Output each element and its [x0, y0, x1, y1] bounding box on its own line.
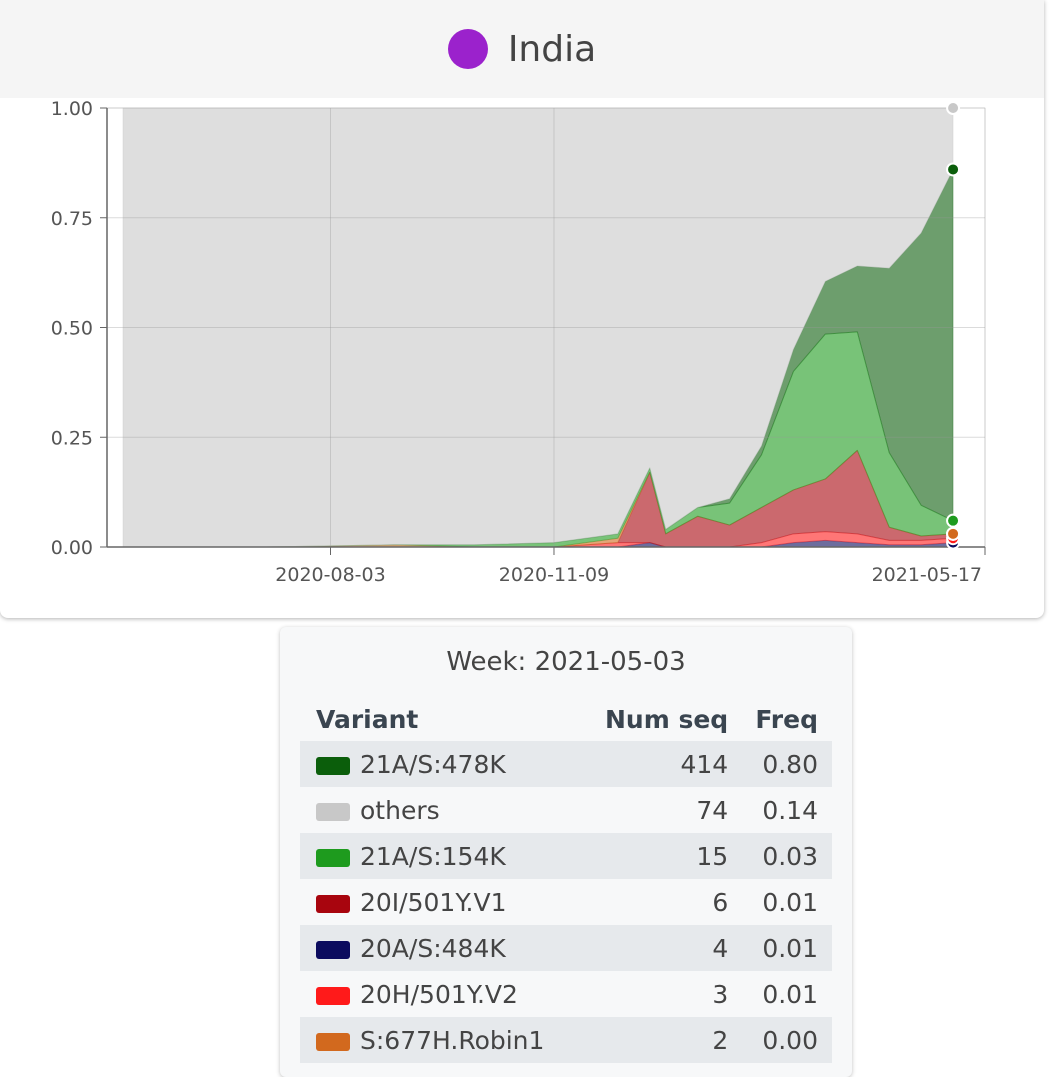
table-row: others 74 0.14	[300, 787, 832, 833]
variant-name: 21A/S:478K	[360, 749, 506, 779]
y-tick-label: 0.50	[51, 318, 93, 340]
tooltip-title: Week: 2021-05-03	[446, 647, 686, 677]
x-tick-label: 2020-11-09	[499, 564, 609, 586]
color-swatch	[316, 848, 350, 867]
hover-marker	[946, 526, 961, 541]
variant-cell: 20A/S:484K	[300, 925, 583, 971]
x-tick-label: 2021-05-17	[872, 564, 982, 586]
color-swatch	[316, 986, 350, 1005]
variant-name: S:677H.Robin1	[360, 1025, 545, 1055]
column-header: Variant	[316, 704, 419, 734]
variant-name: 20A/S:484K	[360, 933, 506, 963]
variant-cell: 20H/501Y.V2	[300, 971, 582, 1017]
country-dot	[447, 29, 488, 69]
freq-cell: 0.01	[762, 887, 818, 917]
variant-cell: 21A/S:478K	[300, 741, 583, 787]
table-row: 20I/501Y.V1 6 0.01	[300, 879, 832, 925]
y-tick-label: 0.25	[51, 427, 93, 449]
variant-cell: 21A/S:154K	[300, 833, 583, 879]
hover-marker	[946, 162, 961, 177]
num-seq-cell: 15	[582, 833, 743, 879]
card-header: India	[0, 0, 1044, 98]
hover-marker	[946, 101, 961, 115]
variant-name: 20I/501Y.V1	[360, 887, 507, 917]
color-swatch	[316, 894, 350, 913]
num-seq-cell: 4	[582, 925, 743, 971]
freq-cell: 0.00	[742, 1017, 832, 1063]
country-title: India	[507, 28, 597, 70]
column-header: Num seq	[605, 704, 729, 734]
variant-name: others	[360, 795, 440, 825]
variant-name: 20H/501Y.V2	[360, 979, 518, 1009]
num-seq-cell: 2	[582, 1017, 743, 1063]
tooltip: Week: 2021-05-03 Variant Num seq Freq 21…	[280, 627, 852, 1077]
color-swatch	[316, 1032, 350, 1051]
num-seq-cell: 74	[696, 795, 729, 825]
table-row: 21A/S:154K 15 0.03	[300, 833, 832, 879]
chart-card: India 0.00 0.25 0.50 0.75 1.00 2020-08-03 2020…	[0, 0, 1044, 586]
variant-cell: others	[300, 787, 582, 833]
variant-cell: S:677H.Robin1	[300, 1017, 583, 1063]
freq-cell: 0.14	[762, 795, 818, 825]
table-row: 20A/S:484K 4 0.01	[300, 925, 832, 971]
header-row: Variant Num seq Freq	[300, 697, 832, 741]
x-tick-label: 2020-08-03	[275, 564, 385, 586]
variant-name: 21A/S:154K	[360, 841, 506, 871]
num-seq-cell: 414	[582, 741, 743, 787]
y-tick-label: 1.00	[51, 98, 93, 120]
num-seq-cell: 6	[712, 887, 729, 917]
color-swatch	[316, 802, 350, 821]
tooltip-table: Variant Num seq Freq 21A/S:478K 414 0.80 ot…	[300, 697, 832, 1063]
table-row: 21A/S:478K 414 0.80	[300, 741, 832, 787]
color-swatch	[316, 756, 350, 775]
chart: 0.00 0.25 0.50 0.75 1.00 2020-08-03 2020-11-09…	[51, 98, 986, 586]
variant-cell: 20I/501Y.V1	[300, 879, 582, 925]
hover-marker	[946, 513, 961, 528]
table-row: S:677H.Robin1 2 0.00	[300, 1017, 832, 1063]
color-swatch	[316, 940, 350, 959]
freq-cell: 0.01	[742, 925, 832, 971]
y-tick-label: 0.75	[51, 208, 93, 230]
freq-cell: 0.80	[742, 741, 832, 787]
column-header: Freq	[755, 704, 818, 734]
num-seq-cell: 3	[712, 979, 729, 1009]
y-tick-label: 0.00	[51, 537, 93, 559]
table-row: 20H/501Y.V2 3 0.01	[300, 971, 832, 1017]
freq-cell: 0.03	[742, 833, 832, 879]
freq-cell: 0.01	[762, 979, 818, 1009]
